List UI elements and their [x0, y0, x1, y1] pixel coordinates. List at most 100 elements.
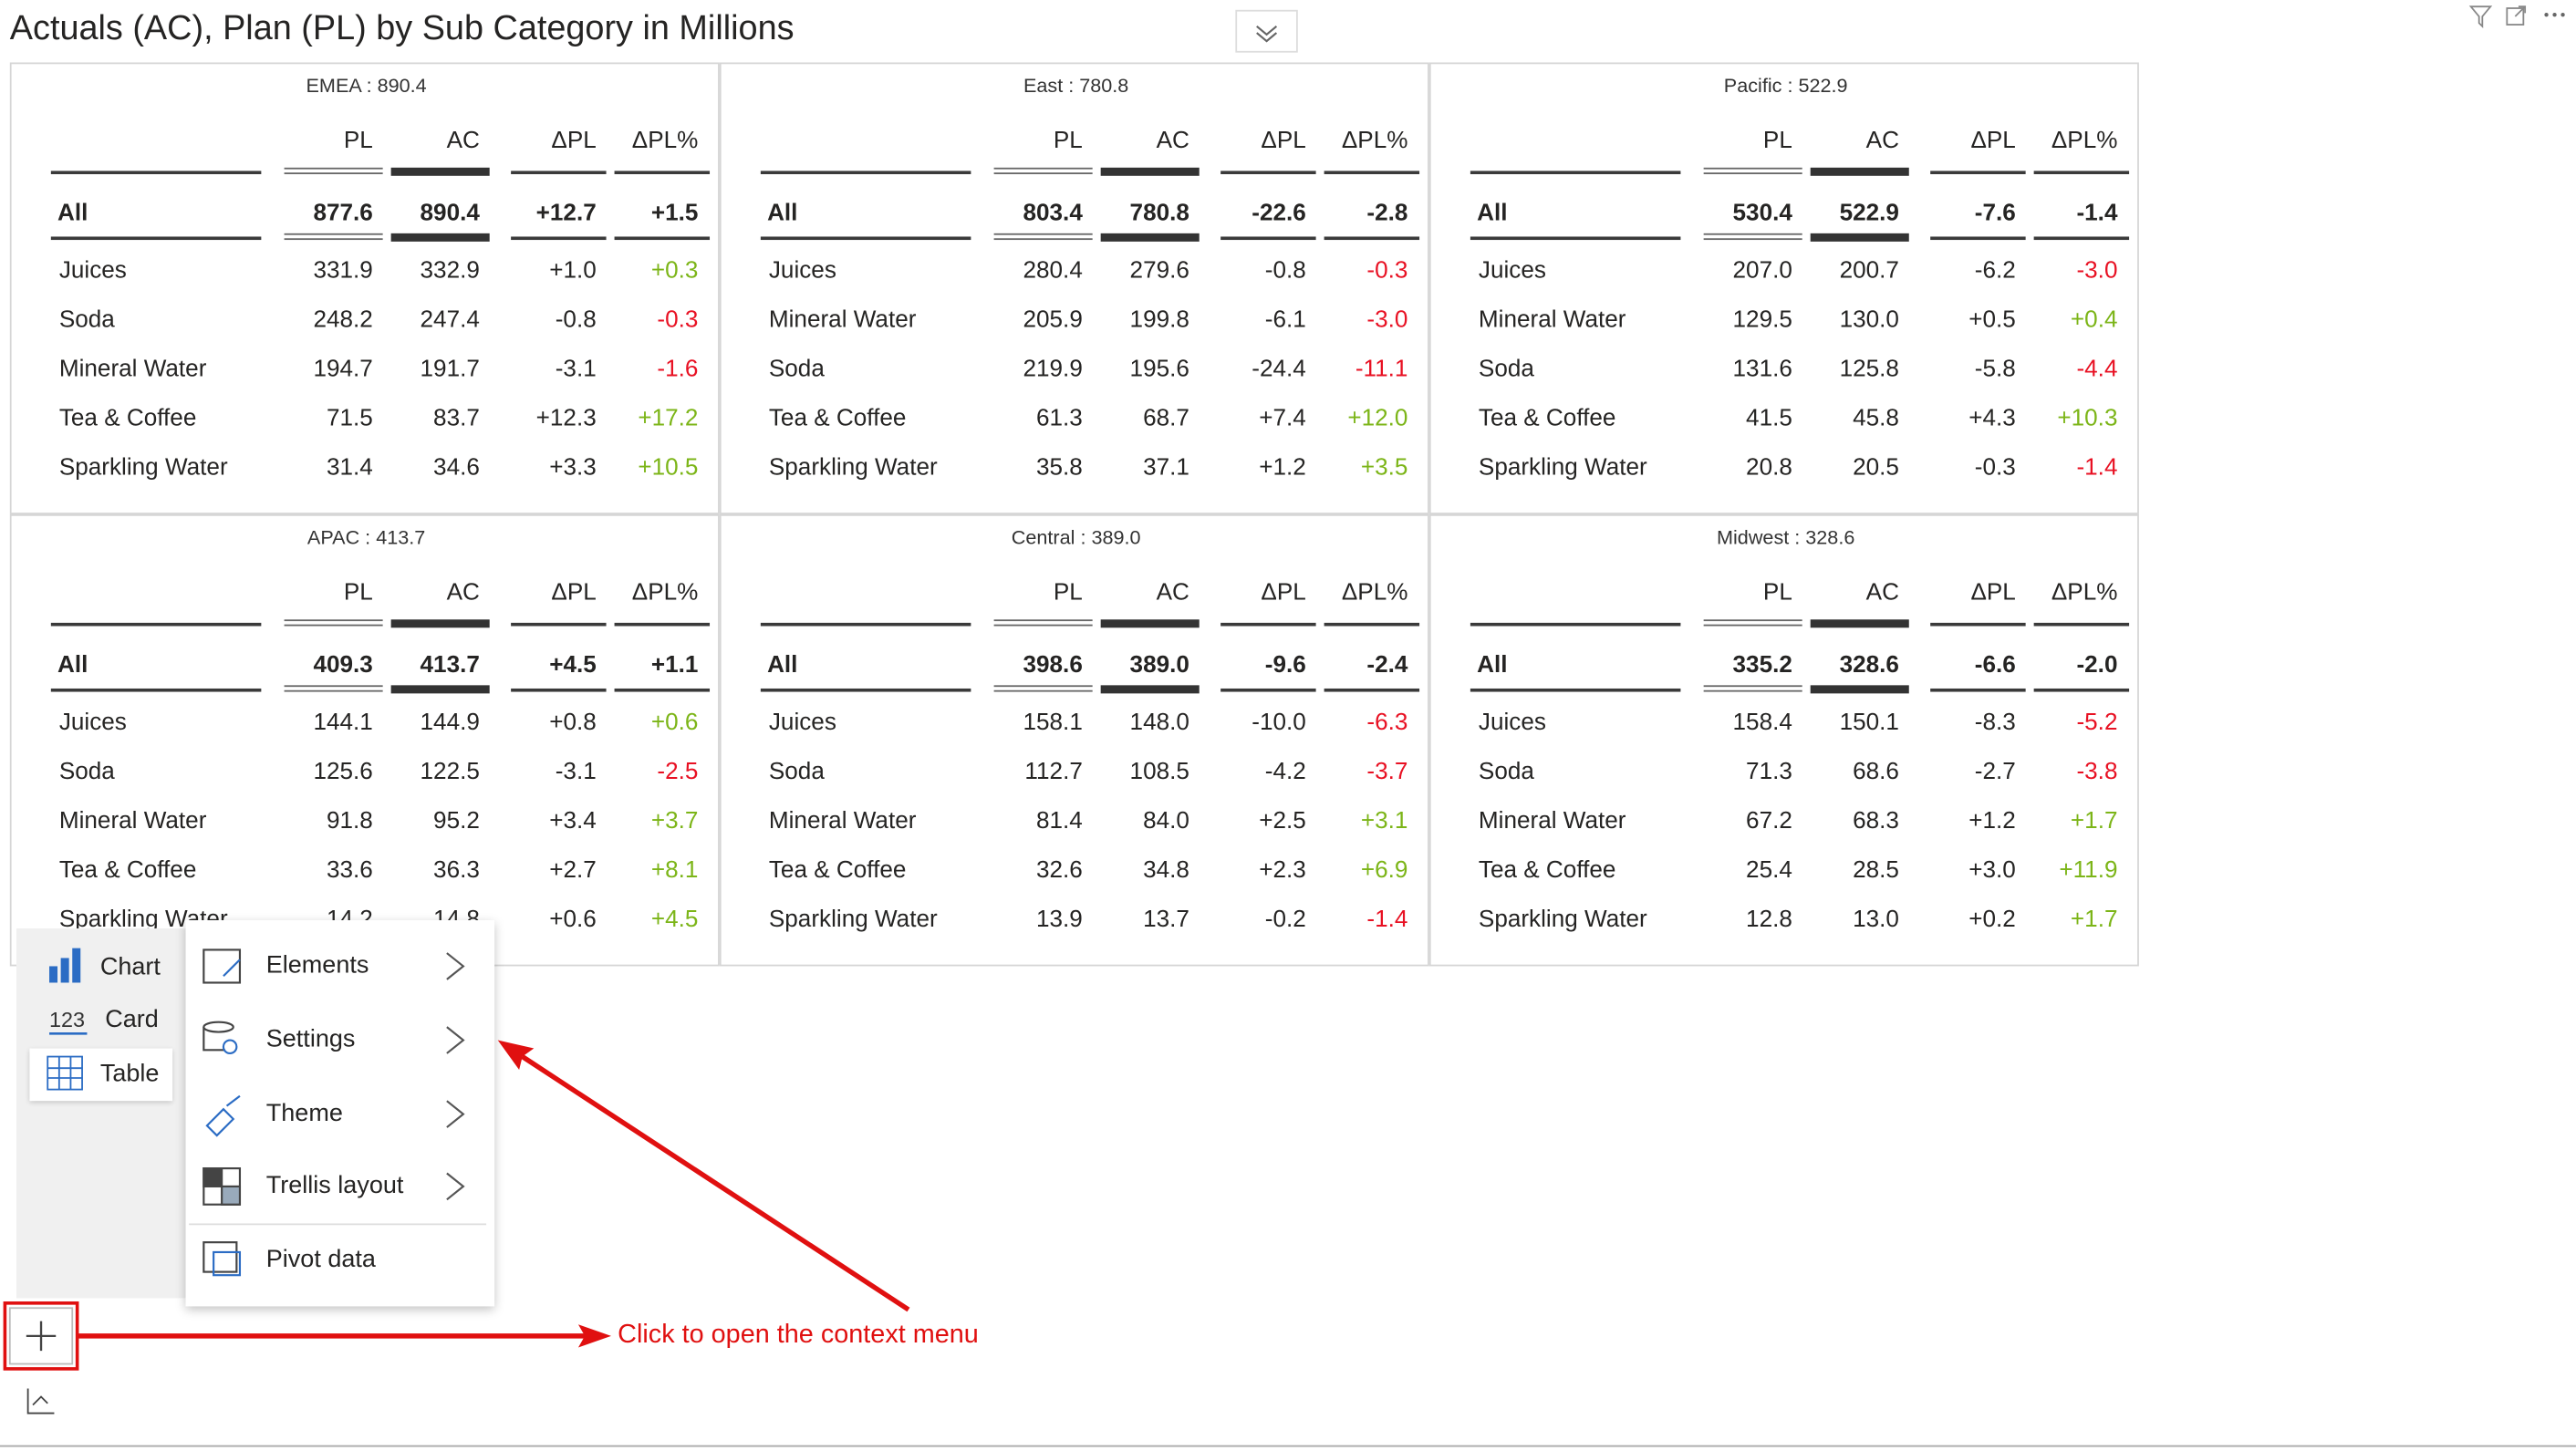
row-label: Mineral Water	[1478, 808, 1626, 835]
cell-value: +3.1	[1360, 808, 1408, 835]
cell-value: 205.9	[1023, 306, 1083, 334]
chevron-icon	[1256, 25, 1278, 43]
cell-value: 81.4	[1036, 808, 1083, 835]
cell-value: -2.5	[657, 759, 699, 786]
trellis-panel: APAC : 413.7 PL AC ΔPL ΔPL% All 409.3 413.7 +4.5…	[9, 513, 720, 967]
rule	[50, 622, 262, 627]
cell-value: +0.3	[650, 257, 699, 285]
cell-value: 207.0	[1732, 257, 1792, 285]
column-header: ΔPL	[551, 128, 597, 155]
visual-type[interactable]: Card	[105, 1005, 159, 1034]
rule	[1220, 171, 1316, 174]
rule	[284, 167, 383, 170]
cell-value: 195.6	[1129, 356, 1189, 383]
menu-item[interactable]: Theme	[265, 1099, 343, 1128]
column-header: ΔPL	[1970, 580, 2016, 606]
cell-value: 409.3	[313, 652, 373, 679]
cell-value: +4.5	[650, 907, 699, 934]
rule	[614, 688, 711, 692]
rule	[1810, 685, 1909, 694]
total-label: All	[57, 200, 88, 227]
column-header: ΔPL%	[2051, 128, 2118, 155]
row-label: Mineral Water	[1478, 306, 1626, 334]
rule	[1703, 172, 1802, 174]
menu-item[interactable]: Elements	[265, 951, 369, 979]
row-label: Mineral Water	[768, 808, 917, 835]
cell-value: -22.6	[1252, 200, 1306, 227]
cell-value: -5.2	[2076, 710, 2118, 737]
cell-value: 13.0	[1853, 907, 1899, 934]
cell-value: -3.1	[555, 356, 597, 383]
cell-value: 83.7	[433, 406, 480, 432]
panel-title: East : 780.8	[1023, 74, 1129, 98]
total-label: All	[767, 652, 798, 679]
cell-value: 144.1	[313, 710, 373, 737]
rule	[993, 233, 1093, 235]
rule	[760, 171, 971, 174]
rule	[284, 172, 383, 174]
row-label: Sparkling Water	[768, 907, 938, 934]
cell-value: 877.6	[313, 200, 373, 227]
cell-value: -0.3	[657, 306, 699, 334]
rule	[993, 167, 1093, 170]
cell-value: -1.6	[657, 356, 699, 383]
panel-title: APAC : 413.7	[306, 525, 426, 549]
visual-type[interactable]: Chart	[99, 953, 161, 981]
row-label: Soda	[58, 759, 115, 786]
cell-value: 219.9	[1023, 356, 1083, 383]
cell-value: 148.0	[1129, 710, 1189, 737]
cell-value: -3.0	[1366, 306, 1408, 334]
column-header: ΔPL	[1970, 128, 2016, 155]
cell-value: +6.9	[1360, 857, 1408, 885]
cell-value: 67.2	[1746, 808, 1792, 835]
menu-item[interactable]: Trellis layout	[265, 1171, 404, 1200]
cell-value: -6.3	[1366, 710, 1408, 737]
visual-type[interactable]: Table	[99, 1060, 160, 1088]
column-header: ΔPL%	[631, 580, 699, 606]
cell-value: +12.7	[535, 200, 597, 227]
cell-value: +4.5	[549, 652, 597, 679]
cell-value: -3.1	[555, 759, 597, 786]
rule	[993, 689, 1093, 692]
cell-value: 398.6	[1023, 652, 1083, 679]
rule	[284, 238, 383, 241]
cell-value: -2.7	[1974, 759, 2016, 786]
cell-value: +2.5	[1259, 808, 1306, 835]
rule	[1100, 619, 1200, 628]
cell-value: 68.6	[1853, 759, 1899, 786]
panel-title: EMEA : 890.4	[306, 74, 427, 98]
cell-value: -2.8	[1366, 200, 1408, 227]
cell-value: +10.3	[2057, 406, 2118, 432]
cell-value: 34.8	[1143, 857, 1189, 885]
rule	[284, 619, 383, 622]
rule	[50, 688, 262, 692]
column-header: AC	[446, 128, 480, 155]
cell-value: 131.6	[1732, 356, 1792, 383]
row-label: Tea & Coffee	[768, 857, 907, 885]
cell-value: 331.9	[313, 257, 373, 285]
trellis-panel: Central : 389.0 PL AC ΔPL ΔPL% All 398.6 389.0 -…	[719, 513, 1429, 967]
row-label: Soda	[58, 306, 115, 334]
cell-value: -2.0	[2076, 652, 2118, 679]
cell-value: +0.8	[549, 710, 597, 737]
panel-title: Central : 389.0	[1011, 525, 1141, 549]
cell-value: +7.4	[1259, 406, 1306, 432]
row-label: Mineral Water	[58, 356, 207, 383]
rule	[284, 685, 383, 688]
row-label: Juices	[1478, 257, 1546, 285]
cell-value: 328.6	[1839, 652, 1899, 679]
menu-item[interactable]: Pivot data	[265, 1245, 376, 1274]
cell-value: 158.4	[1732, 710, 1792, 737]
column-header: ΔPL	[1261, 580, 1306, 606]
rule	[1810, 167, 1909, 176]
cell-value: +1.7	[2070, 808, 2118, 835]
rule	[1100, 685, 1200, 694]
menu-item[interactable]: Settings	[265, 1025, 356, 1053]
cell-value: 413.7	[420, 652, 480, 679]
column-header: AC	[1865, 580, 1899, 606]
row-label: Tea & Coffee	[768, 406, 907, 432]
cell-value: +0.2	[1968, 907, 2016, 934]
header-icons[interactable]	[2465, 4, 2573, 30]
rule	[1324, 171, 1420, 174]
collapse-button[interactable]	[1235, 9, 1298, 53]
